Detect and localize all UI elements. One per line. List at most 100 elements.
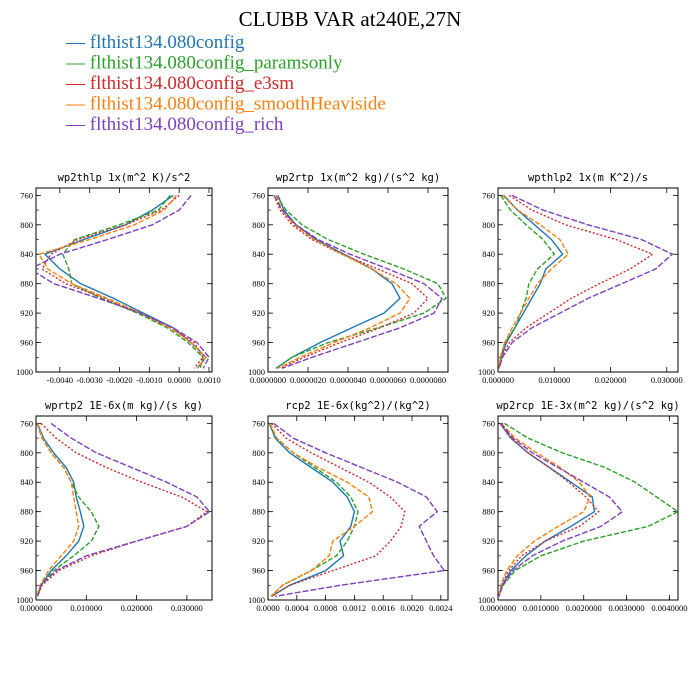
x-tick-label: -0.0040 [47,375,73,385]
series-line [275,195,447,369]
x-tick-label: 0.020000 [121,603,153,613]
y-tick-label: 960 [252,338,265,348]
x-tick-label: 0.0000060 [370,375,406,385]
x-tick-label: 0.010000 [70,603,102,613]
y-tick-label: 760 [252,190,265,200]
legend-entry: — flthist134.080config [65,32,245,53]
series-line [36,194,210,369]
legend-entry: — flthist134.080config_e3sm [65,73,294,94]
panel: wprtp2 1E-6x(m kg)/(s kg) 760 800 840 880 920… [16,400,213,613]
series-line [498,194,674,369]
x-tick-label: 0.0020 [400,603,423,613]
y-tick-label: 760 [482,190,495,200]
series-line [498,422,600,597]
y-tick-label: 920 [252,308,265,318]
legend: — flthist134.080config— flthist134.080co… [65,32,386,135]
series-line [275,195,411,369]
panel-title: wp2thlp 1x(m^2 K)/s^2 [58,172,191,184]
y-tick-label: 1000 [16,595,33,605]
y-tick-label: 800 [482,220,495,230]
x-tick-label: 0.030000 [651,375,683,385]
panels: wp2thlp 1x(m^2 K)/s^2 760 800 840 880 920 960 1… [16,172,687,613]
y-tick-label: 1000 [248,367,265,377]
plot-frame [497,187,679,373]
x-tick-label: 0.0010 [197,375,220,385]
y-tick-label: 1000 [478,367,495,377]
x-tick-label: 0.0000020 [290,375,326,385]
y-tick-label: 920 [482,536,495,546]
x-tick-label: 0.0012 [343,603,366,613]
series-line [37,194,207,369]
series-line [273,195,443,369]
x-tick-label: 0.000000 [20,603,52,613]
series-line [498,194,570,369]
y-tick-label: 880 [252,279,265,289]
x-tick-label: 0.0000 [256,603,279,613]
panel: rcp2 1E-6x(kg^2)/(kg^2) 760 800 840 880 920 96… [248,400,453,613]
series-line [498,194,655,369]
y-tick-label: 760 [20,418,33,428]
series-line [498,422,624,597]
series-line [273,422,446,597]
y-tick-label: 1000 [16,367,33,377]
legend-entry: — flthist134.080config_rich [65,114,284,135]
x-tick-label: 0.010000 [538,375,570,385]
x-tick-label: 0.0020000 [566,603,602,613]
y-tick-label: 760 [252,418,265,428]
plot-frame [35,187,213,373]
panel: wp2thlp 1x(m^2 K)/s^2 760 800 840 880 920 960 1… [16,172,221,385]
y-tick-label: 880 [20,279,33,289]
plot-frame [35,415,213,601]
series-line [268,423,356,597]
series-line [36,422,209,597]
y-tick-label: 920 [252,536,265,546]
series-line [36,422,211,597]
y-tick-label: 800 [20,448,33,458]
figure-title: CLUBB VAR at240E,27N [239,7,462,31]
y-tick-label: 880 [20,507,33,517]
y-tick-label: 960 [482,566,495,576]
plot-frame [267,415,449,601]
y-tick-label: 960 [252,566,265,576]
x-tick-label: 0.0010000 [523,603,559,613]
x-tick-label: 0.000000 [482,375,514,385]
x-tick-label: 0.0008 [314,603,337,613]
x-tick-label: 0.0000 [167,375,190,385]
panel-title: wprtp2 1E-6x(m kg)/(s kg) [45,400,203,412]
y-tick-label: 800 [252,448,265,458]
x-tick-label: 0.030000 [171,603,203,613]
legend-entry: — flthist134.080config_paramsonly [65,53,343,74]
series-line [36,423,100,597]
y-tick-label: 960 [482,338,495,348]
series-line [36,423,85,597]
y-tick-label: 880 [252,507,265,517]
plot-frame [267,187,449,373]
x-tick-label: -0.0030 [77,375,103,385]
x-tick-label: 0.0024 [429,603,453,613]
y-tick-label: 920 [482,308,495,318]
x-tick-label: -0.0020 [106,375,132,385]
panel: wp2rtp 1x(m^2 kg)/(s^2 kg) 760 800 840 880 92… [248,172,449,385]
series-line [36,423,80,597]
y-tick-label: 800 [20,220,33,230]
y-tick-label: 840 [482,477,495,487]
y-tick-label: 960 [20,566,33,576]
series-line [498,195,556,369]
x-tick-label: 0.0040000 [651,603,687,613]
series-line [269,423,374,597]
y-tick-label: 920 [20,308,33,318]
y-tick-label: 1000 [478,595,495,605]
series-line [271,422,406,597]
y-tick-label: 840 [20,249,33,259]
y-tick-label: 840 [252,477,265,487]
series-line [268,423,359,597]
series-line [41,194,204,369]
panel: wpthlp2 1x(m K^2)/s 760 800 840 880 920 960 100… [478,172,683,385]
y-tick-label: 840 [252,249,265,259]
y-tick-label: 920 [20,536,33,546]
x-tick-label: -0.0010 [136,375,162,385]
x-tick-label: 0.0004 [285,603,309,613]
x-tick-label: 0.0000000 [250,375,286,385]
x-tick-label: 0.0016 [372,603,395,613]
